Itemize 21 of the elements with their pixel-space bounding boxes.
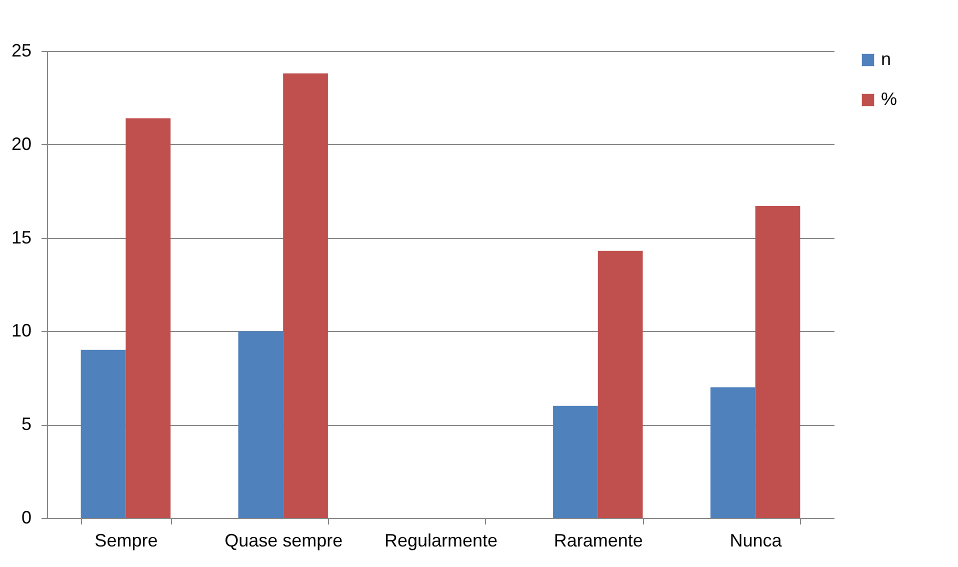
bar [710, 387, 756, 518]
bar [80, 350, 126, 518]
x-tick-label: Raramente [554, 530, 643, 550]
legend-label: n [881, 49, 892, 69]
bar [126, 118, 171, 518]
bar [598, 250, 643, 518]
y-tick-label: 20 [11, 134, 32, 154]
bar [283, 73, 328, 518]
bar [238, 331, 284, 518]
y-tick-label: 10 [11, 320, 32, 341]
x-tick-label: Regularmente [384, 530, 498, 550]
y-tick-label: 15 [11, 227, 32, 248]
legend-label: % [881, 89, 898, 109]
x-tick-label: Nunca [730, 530, 783, 550]
bar [553, 406, 598, 518]
x-tick-label: Sempre [94, 530, 158, 550]
bar [755, 206, 800, 518]
y-tick-label: 5 [21, 414, 32, 434]
y-tick-label: 0 [21, 508, 32, 528]
y-tick-label: 25 [11, 40, 32, 60]
x-tick-label: Quase sempre [224, 530, 343, 550]
